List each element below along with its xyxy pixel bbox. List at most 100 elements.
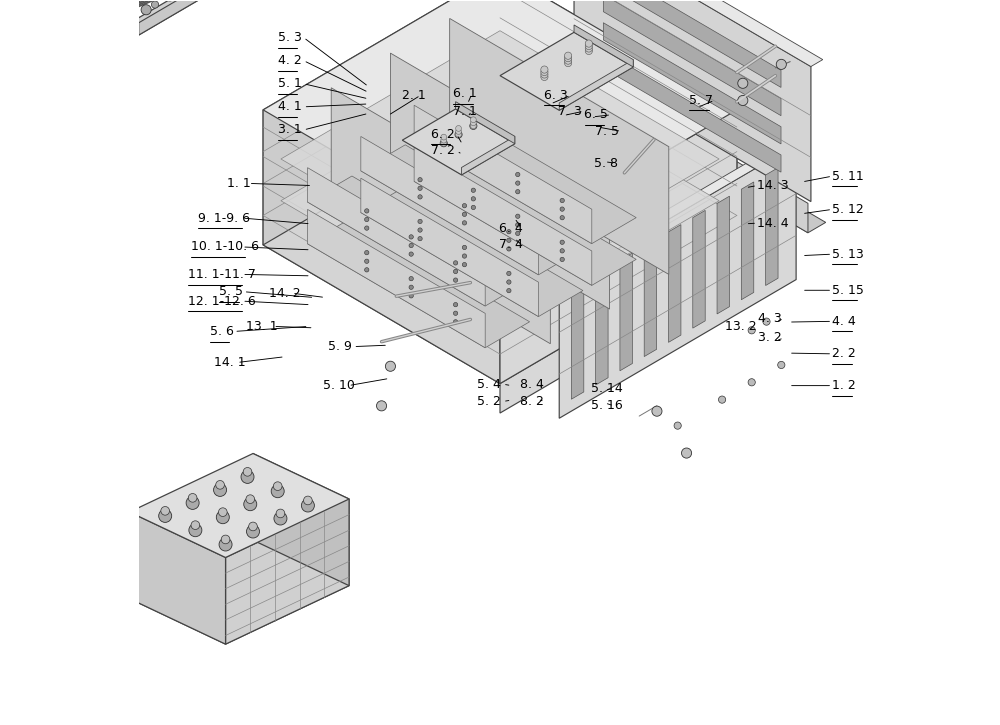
Circle shape	[507, 230, 511, 234]
Text: 5. 8: 5. 8	[594, 157, 618, 170]
Circle shape	[165, 0, 175, 1]
Text: 1. 1: 1. 1	[227, 177, 251, 190]
Polygon shape	[571, 281, 584, 399]
Polygon shape	[574, 0, 823, 67]
Polygon shape	[596, 268, 608, 385]
Circle shape	[516, 189, 520, 194]
Circle shape	[409, 235, 413, 239]
Circle shape	[564, 57, 572, 65]
Circle shape	[141, 4, 151, 14]
Polygon shape	[390, 53, 610, 309]
Circle shape	[541, 71, 548, 78]
Circle shape	[516, 231, 520, 236]
Circle shape	[441, 141, 447, 146]
Polygon shape	[308, 218, 530, 348]
Polygon shape	[603, 51, 781, 172]
Text: 11. 1-11. 7: 11. 1-11. 7	[188, 268, 256, 281]
Text: 5. 1: 5. 1	[278, 78, 301, 90]
Circle shape	[462, 204, 467, 208]
Circle shape	[418, 195, 422, 199]
Circle shape	[151, 1, 159, 8]
Text: 5. 5: 5. 5	[219, 285, 243, 298]
Circle shape	[471, 146, 476, 151]
Polygon shape	[603, 0, 781, 88]
Text: 5. 2: 5. 2	[477, 395, 501, 408]
Circle shape	[455, 131, 462, 138]
Polygon shape	[693, 210, 705, 328]
Circle shape	[453, 269, 458, 273]
Circle shape	[462, 262, 467, 267]
Polygon shape	[281, 72, 719, 329]
Polygon shape	[571, 83, 826, 233]
Polygon shape	[620, 253, 632, 370]
Circle shape	[385, 361, 395, 371]
Text: 5. 12: 5. 12	[832, 203, 864, 216]
Circle shape	[440, 140, 447, 147]
Polygon shape	[331, 88, 550, 344]
Circle shape	[409, 252, 413, 256]
Circle shape	[585, 42, 592, 49]
Circle shape	[301, 499, 314, 512]
Circle shape	[365, 268, 369, 272]
Text: 2. 2: 2. 2	[832, 347, 856, 360]
Circle shape	[471, 196, 476, 201]
Text: 5. 3: 5. 3	[278, 31, 301, 44]
Circle shape	[365, 250, 369, 254]
Text: 3. 2: 3. 2	[758, 331, 782, 344]
Polygon shape	[414, 147, 592, 286]
Text: 14. 2: 14. 2	[269, 286, 301, 299]
Circle shape	[471, 205, 476, 210]
Circle shape	[585, 47, 592, 54]
Polygon shape	[263, 0, 500, 245]
Text: 6. 4: 6. 4	[499, 222, 523, 235]
Circle shape	[418, 186, 422, 191]
Text: 4. 1: 4. 1	[278, 100, 301, 113]
Polygon shape	[500, 0, 737, 245]
Text: 5. 14: 5. 14	[591, 382, 623, 395]
Polygon shape	[308, 176, 530, 306]
Circle shape	[470, 123, 477, 130]
Circle shape	[564, 54, 572, 62]
Text: 7. 5: 7. 5	[595, 125, 619, 138]
Polygon shape	[741, 182, 754, 299]
Text: 7. 1: 7. 1	[453, 104, 477, 117]
Circle shape	[221, 535, 230, 544]
Circle shape	[564, 52, 572, 59]
Circle shape	[516, 223, 520, 227]
Text: 8. 4: 8. 4	[520, 378, 543, 391]
Polygon shape	[550, 139, 796, 283]
Circle shape	[778, 361, 785, 368]
Circle shape	[409, 276, 413, 281]
Text: 14. 3: 14. 3	[757, 179, 789, 192]
Circle shape	[507, 238, 511, 242]
Circle shape	[471, 164, 476, 168]
Polygon shape	[361, 178, 538, 317]
Text: 5. 16: 5. 16	[591, 399, 623, 413]
Circle shape	[241, 471, 254, 484]
Text: 14. 4: 14. 4	[757, 217, 789, 230]
Polygon shape	[500, 107, 737, 274]
Polygon shape	[500, 33, 633, 110]
Circle shape	[776, 59, 786, 70]
Circle shape	[652, 406, 662, 416]
Circle shape	[718, 396, 726, 403]
Polygon shape	[414, 114, 636, 244]
Circle shape	[507, 289, 511, 293]
Polygon shape	[414, 105, 592, 244]
Circle shape	[188, 494, 197, 502]
Text: 5. 15: 5. 15	[832, 283, 864, 297]
Circle shape	[585, 40, 592, 47]
Text: 8. 2: 8. 2	[520, 395, 543, 408]
Circle shape	[216, 481, 224, 489]
Polygon shape	[361, 136, 538, 275]
Text: 9. 1-9. 6: 9. 1-9. 6	[198, 212, 250, 225]
Circle shape	[365, 259, 369, 263]
Circle shape	[218, 507, 227, 516]
Circle shape	[585, 45, 592, 52]
Text: 5. 9: 5. 9	[328, 340, 352, 353]
Circle shape	[409, 294, 413, 298]
Circle shape	[418, 228, 422, 232]
Text: 2. 1: 2. 1	[402, 88, 426, 102]
Circle shape	[560, 199, 564, 203]
Circle shape	[191, 521, 200, 529]
